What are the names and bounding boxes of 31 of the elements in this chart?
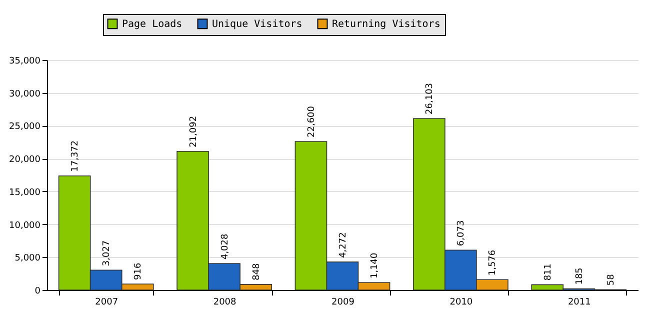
data-label: 21,092 <box>188 116 199 148</box>
y-tick-label: 15,000 <box>9 188 41 198</box>
legend-label: Unique Visitors <box>212 18 302 30</box>
y-tick-label: 0 <box>34 286 41 296</box>
data-label: 848 <box>252 262 262 280</box>
data-label: 3,027 <box>102 240 112 266</box>
x-tick-label: 2008 <box>213 298 237 308</box>
data-label: 811 <box>543 263 554 281</box>
x-tick-label: 2009 <box>332 298 355 308</box>
data-label: 4,028 <box>220 233 230 260</box>
y-tick-label: 20,000 <box>9 155 41 166</box>
x-tick-label: 2007 <box>95 298 118 308</box>
data-label: 1,140 <box>370 252 380 279</box>
data-label: 22,600 <box>306 106 317 138</box>
legend-label: Returning Visitors <box>332 18 440 30</box>
y-tick-label: 35,000 <box>9 56 41 66</box>
y-tick-label: 25,000 <box>9 122 41 132</box>
data-label: 1,576 <box>488 250 498 276</box>
legend-label: Page Loads <box>122 18 182 30</box>
data-label: 916 <box>134 262 144 280</box>
data-label: 4,272 <box>338 232 348 258</box>
x-tick-label: 2010 <box>450 298 473 308</box>
y-tick-label: 30,000 <box>9 89 41 100</box>
data-label: 26,103 <box>425 82 436 114</box>
data-label: 185 <box>574 268 585 285</box>
data-label: 6,073 <box>456 220 467 246</box>
data-label: 58 <box>606 274 616 286</box>
y-tick-label: 5,000 <box>14 254 41 264</box>
y-tick-label: 10,000 <box>9 220 41 231</box>
data-label: 17,372 <box>70 140 81 172</box>
x-tick-label: 2011 <box>568 298 591 308</box>
